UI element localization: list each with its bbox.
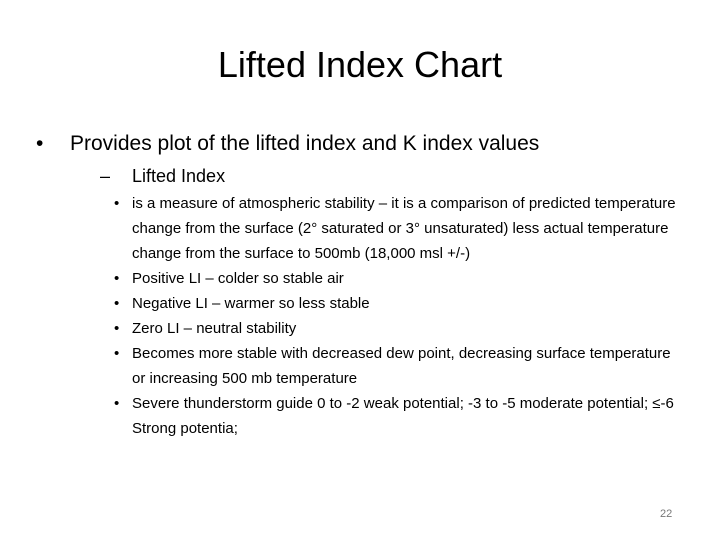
sub-sub-bullet: Becomes more stable with decreased dew p… [114,341,676,391]
bullet-text: Provides plot of the lifted index and K … [70,132,540,155]
sub-sub-bullet: Negative LI – warmer so less stable [114,291,676,316]
sub-list: Lifted Index is a measure of atmospheric … [100,163,676,441]
bullet-text: Lifted Index [132,166,226,186]
sub-sub-bullet: Zero LI – neutral stability [114,316,676,341]
bullet-text: Becomes more stable with decreased dew p… [132,345,671,387]
bullet-text: Severe thunderstorm guide 0 to -2 weak p… [132,395,674,437]
slide-title: Lifted Index Chart [217,44,503,85]
sub-sub-bullet: Severe thunderstorm guide 0 to -2 weak p… [114,391,676,441]
bullet-text: Zero LI – neutral stability [132,320,297,337]
bullet-text: is a measure of atmospheric stability – … [132,195,676,262]
bullet-text: Negative LI – warmer so less stable [132,295,370,312]
bullet-list: Provides plot of the lifted index and K … [36,129,676,441]
bullet-text: Positive LI – colder so stable air [132,270,344,287]
page-number: 22 [660,508,673,520]
bullet: Provides plot of the lifted index and K … [36,129,676,441]
sub-sub-list: is a measure of atmospheric stability – … [114,191,676,441]
sub-bullet: Lifted Index is a measure of atmospheric … [100,163,676,441]
sub-sub-bullet: is a measure of atmospheric stability – … [114,191,676,266]
sub-sub-bullet: Positive LI – colder so stable air [114,266,676,291]
